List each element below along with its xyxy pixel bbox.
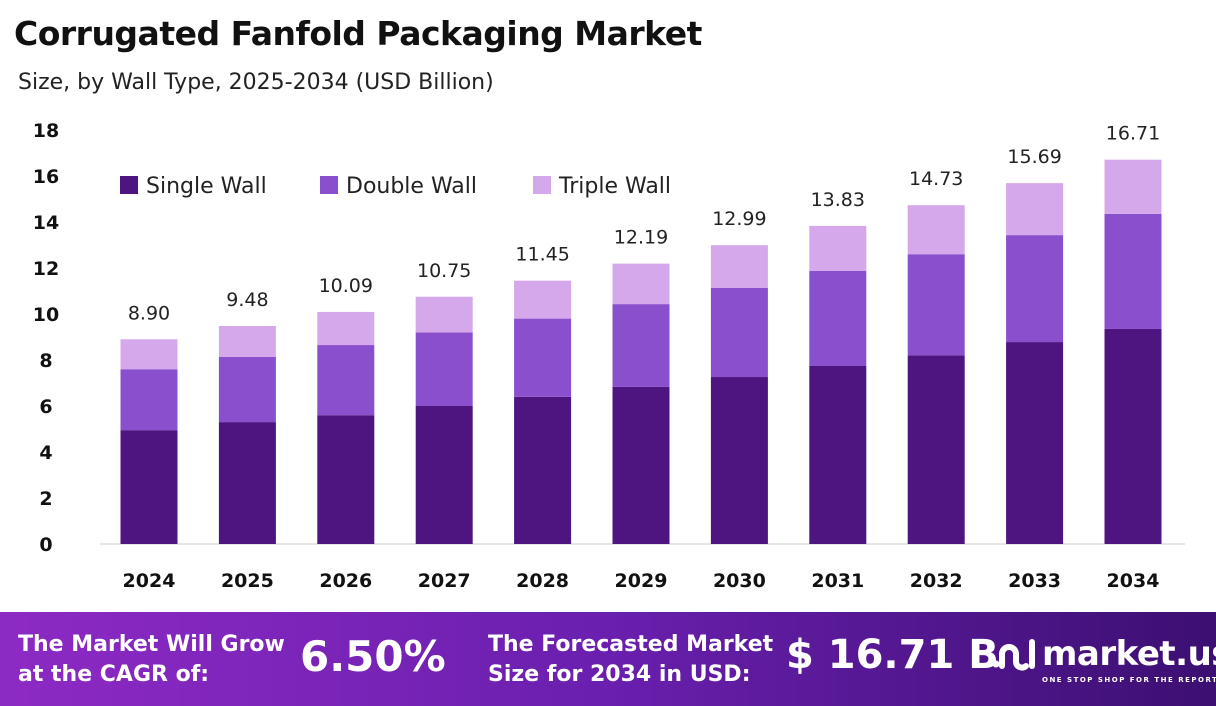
bar-segment-double-wall: [218, 357, 276, 423]
y-tick-label: 2: [39, 488, 52, 510]
x-tick-label: 2027: [418, 570, 471, 592]
bar-segment-single-wall: [1006, 342, 1064, 544]
bar-segment-single-wall: [218, 422, 276, 544]
y-tick-label: 18: [33, 120, 59, 142]
bar-segment-triple-wall: [317, 311, 375, 346]
y-tick-label: 16: [33, 166, 59, 188]
bar-segment-double-wall: [612, 304, 670, 387]
legend-swatch: [320, 176, 338, 194]
chart-title: Corrugated Fanfold Packaging Market: [14, 14, 702, 53]
total-label: 9.48: [226, 289, 268, 311]
bar-segment-double-wall: [415, 332, 473, 406]
bar-segment-triple-wall: [1006, 183, 1064, 236]
x-tick-label: 2034: [1107, 570, 1160, 592]
legend-label: Double Wall: [346, 174, 477, 199]
footer-banner: The Market Will Grow at the CAGR of: 6.50…: [0, 612, 1216, 706]
bar-segment-double-wall: [1104, 213, 1162, 329]
total-label: 15.69: [1007, 146, 1061, 168]
cagr-label-line1: The Market Will Grow: [18, 632, 285, 657]
chart-subtitle: Size, by Wall Type, 2025-2034 (USD Billi…: [18, 70, 494, 95]
bar-segment-single-wall: [514, 396, 572, 544]
y-tick-label: 0: [39, 534, 52, 556]
x-tick-label: 2030: [713, 570, 766, 592]
x-tick-label: 2031: [811, 570, 864, 592]
logo-tagline: ONE STOP SHOP FOR THE REPORTS: [1042, 676, 1216, 684]
x-tick-label: 2032: [910, 570, 963, 592]
bar-segment-double-wall: [1006, 235, 1064, 343]
logo-icon: [992, 639, 1035, 671]
total-label: 14.73: [909, 168, 963, 190]
bar-segment-single-wall: [809, 365, 867, 544]
total-label: 12.19: [614, 227, 668, 249]
bar-segment-single-wall: [710, 377, 768, 544]
total-label: 16.71: [1106, 123, 1160, 145]
cagr-value: 6.50%: [300, 632, 446, 681]
y-tick-label: 4: [39, 442, 52, 464]
bar-segment-single-wall: [1104, 328, 1162, 544]
bar-segment-double-wall: [809, 270, 867, 366]
forecast-value: $ 16.71 B: [786, 632, 999, 678]
bar-segment-triple-wall: [612, 263, 670, 305]
bar-segment-single-wall: [120, 430, 178, 544]
total-label: 11.45: [515, 244, 569, 266]
stacked-bar-chart: 0 2 4 6 8 10 12 14 16 18 8.90 2024 9.48 2025 10.09 2026…: [33, 120, 1185, 592]
bar-segment-triple-wall: [809, 225, 867, 271]
bar-segment-triple-wall: [907, 205, 965, 255]
bar-segment-double-wall: [317, 345, 375, 416]
total-label: 10.75: [417, 260, 471, 282]
x-tick-label: 2024: [123, 570, 176, 592]
legend-label: Triple Wall: [558, 174, 671, 199]
bar-segment-single-wall: [415, 406, 473, 544]
cagr-label-line2: at the CAGR of:: [18, 662, 210, 687]
bar-segment-triple-wall: [1104, 159, 1162, 214]
bar-segment-triple-wall: [415, 296, 473, 333]
forecast-label-line1: The Forecasted Market: [488, 632, 774, 657]
y-tick-label: 8: [39, 350, 52, 372]
x-tick-label: 2025: [221, 570, 274, 592]
bar-segment-single-wall: [907, 355, 965, 544]
x-tick-label: 2028: [516, 570, 569, 592]
cagr-label: The Market Will Grow at the CAGR of:: [18, 630, 285, 690]
bar-segment-triple-wall: [710, 245, 768, 289]
legend-swatch: [533, 176, 551, 194]
bar-segment-double-wall: [514, 318, 572, 397]
bar-segment-single-wall: [612, 386, 670, 544]
bar-segment-double-wall: [710, 288, 768, 378]
x-tick-label: 2029: [615, 570, 668, 592]
y-tick-label: 14: [33, 212, 59, 234]
y-tick-label: 10: [33, 304, 59, 326]
bar-segment-double-wall: [120, 369, 178, 431]
bar-segment-single-wall: [317, 415, 375, 544]
y-tick-label: 6: [39, 396, 52, 418]
bar-segment-triple-wall: [514, 280, 572, 319]
bar-segment-double-wall: [907, 254, 965, 356]
bar-segment-triple-wall: [218, 325, 276, 358]
legend-swatch: [120, 176, 138, 194]
total-label: 12.99: [712, 208, 766, 230]
x-tick-label: 2026: [319, 570, 372, 592]
total-label: 10.09: [319, 275, 373, 297]
forecast-label: The Forecasted Market Size for 2034 in US…: [488, 630, 773, 690]
total-label: 13.83: [811, 189, 865, 211]
x-tick-label: 2033: [1008, 570, 1061, 592]
logo-name: market.us: [1042, 634, 1216, 674]
y-tick-label: 12: [33, 258, 59, 280]
legend-label: Single Wall: [146, 174, 267, 199]
total-label: 8.90: [128, 302, 170, 324]
bar-segment-triple-wall: [120, 339, 178, 370]
forecast-label-line2: Size for 2034 in USD:: [488, 662, 751, 687]
